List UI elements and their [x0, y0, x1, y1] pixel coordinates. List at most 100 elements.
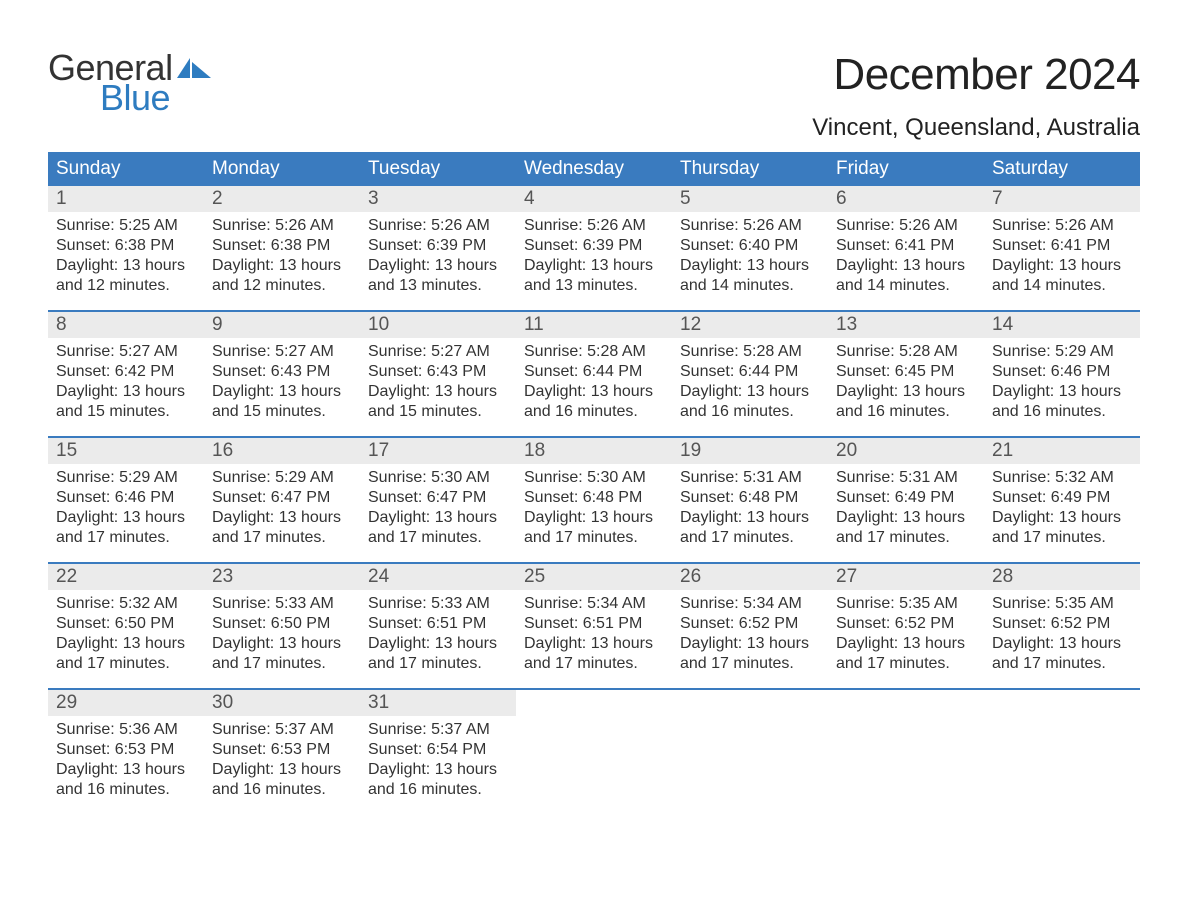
dow-tuesday: Tuesday [360, 152, 516, 186]
sunset-text: Sunset: 6:49 PM [992, 488, 1132, 508]
daylight-line1: Daylight: 13 hours [524, 256, 664, 276]
daylight-line2: and 15 minutes. [56, 402, 196, 422]
day-cell: 24Sunrise: 5:33 AMSunset: 6:51 PMDayligh… [360, 564, 516, 688]
sunrise-text: Sunrise: 5:29 AM [56, 468, 196, 488]
daylight-line1: Daylight: 13 hours [992, 256, 1132, 276]
sunset-text: Sunset: 6:51 PM [524, 614, 664, 634]
day-body: Sunrise: 5:34 AMSunset: 6:52 PMDaylight:… [672, 590, 828, 674]
daylight-line2: and 16 minutes. [680, 402, 820, 422]
day-number: 4 [524, 188, 535, 209]
daynum-row: 28 [984, 564, 1140, 590]
logo-text-blue: Blue [48, 80, 211, 116]
day-body: Sunrise: 5:29 AMSunset: 6:47 PMDaylight:… [204, 464, 360, 548]
day-number: 12 [680, 314, 701, 335]
daynum-row: 17 [360, 438, 516, 464]
day-body: Sunrise: 5:28 AMSunset: 6:44 PMDaylight:… [516, 338, 672, 422]
sunset-text: Sunset: 6:40 PM [680, 236, 820, 256]
daynum-row: 23 [204, 564, 360, 590]
day-number: 13 [836, 314, 857, 335]
daynum-row: 9 [204, 312, 360, 338]
dow-friday: Friday [828, 152, 984, 186]
day-body: Sunrise: 5:32 AMSunset: 6:50 PMDaylight:… [48, 590, 204, 674]
daynum-row: 31 [360, 690, 516, 716]
week-row: 8Sunrise: 5:27 AMSunset: 6:42 PMDaylight… [48, 310, 1140, 436]
daylight-line2: and 14 minutes. [836, 276, 976, 296]
title-block: December 2024 Vincent, Queensland, Austr… [812, 50, 1140, 142]
sunset-text: Sunset: 6:50 PM [56, 614, 196, 634]
day-cell: 9Sunrise: 5:27 AMSunset: 6:43 PMDaylight… [204, 312, 360, 436]
week-row: 22Sunrise: 5:32 AMSunset: 6:50 PMDayligh… [48, 562, 1140, 688]
daylight-line1: Daylight: 13 hours [680, 508, 820, 528]
daylight-line2: and 13 minutes. [368, 276, 508, 296]
sunset-text: Sunset: 6:43 PM [368, 362, 508, 382]
sunrise-text: Sunrise: 5:28 AM [836, 342, 976, 362]
sunset-text: Sunset: 6:53 PM [56, 740, 196, 760]
sunset-text: Sunset: 6:44 PM [524, 362, 664, 382]
week-row: 15Sunrise: 5:29 AMSunset: 6:46 PMDayligh… [48, 436, 1140, 562]
daylight-line1: Daylight: 13 hours [836, 382, 976, 402]
day-number: 24 [368, 566, 389, 587]
dow-wednesday: Wednesday [516, 152, 672, 186]
day-number: 5 [680, 188, 691, 209]
daylight-line2: and 16 minutes. [836, 402, 976, 422]
day-cell: 11 Sunrise: 5:28 AMSunset: 6:44 PMDayligh… [516, 312, 672, 436]
sunrise-text: Sunrise: 5:33 AM [212, 594, 352, 614]
day-cell: 7Sunrise: 5:26 AMSunset: 6:41 PMDaylight… [984, 186, 1140, 310]
day-number: 11 [524, 314, 544, 335]
sunset-text: Sunset: 6:52 PM [836, 614, 976, 634]
day-cell: 2Sunrise: 5:26 AMSunset: 6:38 PMDaylight… [204, 186, 360, 310]
daylight-line2: and 12 minutes. [56, 276, 196, 296]
daynum-row: 6 [828, 186, 984, 212]
sunrise-text: Sunrise: 5:26 AM [212, 216, 352, 236]
sunrise-text: Sunrise: 5:34 AM [524, 594, 664, 614]
day-cell: 31Sunrise: 5:37 AMSunset: 6:54 PMDayligh… [360, 690, 516, 814]
daylight-line2: and 15 minutes. [368, 402, 508, 422]
day-number: 17 [368, 440, 389, 461]
daynum-row: 22 [48, 564, 204, 590]
sunrise-text: Sunrise: 5:31 AM [836, 468, 976, 488]
daylight-line1: Daylight: 13 hours [56, 382, 196, 402]
daylight-line1: Daylight: 13 hours [836, 634, 976, 654]
day-empty [672, 690, 828, 814]
day-number: 29 [56, 692, 77, 713]
day-body: Sunrise: 5:29 AMSunset: 6:46 PMDaylight:… [984, 338, 1140, 422]
daylight-line1: Daylight: 13 hours [368, 634, 508, 654]
sunrise-text: Sunrise: 5:37 AM [212, 720, 352, 740]
daylight-line1: Daylight: 13 hours [524, 508, 664, 528]
daylight-line1: Daylight: 13 hours [56, 760, 196, 780]
sunrise-text: Sunrise: 5:29 AM [212, 468, 352, 488]
day-body: Sunrise: 5:26 AMSunset: 6:39 PMDaylight:… [516, 212, 672, 296]
daylight-line1: Daylight: 13 hours [992, 382, 1132, 402]
daynum-row: 19 [672, 438, 828, 464]
day-body: Sunrise: 5:31 AMSunset: 6:48 PMDaylight:… [672, 464, 828, 548]
day-cell: 26Sunrise: 5:34 AMSunset: 6:52 PMDayligh… [672, 564, 828, 688]
day-number: 8 [56, 314, 67, 335]
daylight-line2: and 17 minutes. [992, 528, 1132, 548]
day-body: Sunrise: 5:29 AMSunset: 6:46 PMDaylight:… [48, 464, 204, 548]
daylight-line1: Daylight: 13 hours [212, 508, 352, 528]
sunrise-text: Sunrise: 5:34 AM [680, 594, 820, 614]
week-row: 1Sunrise: 5:25 AMSunset: 6:38 PMDaylight… [48, 186, 1140, 310]
day-body: Sunrise: 5:26 AMSunset: 6:40 PMDaylight:… [672, 212, 828, 296]
sunset-text: Sunset: 6:47 PM [212, 488, 352, 508]
daylight-line2: and 17 minutes. [368, 654, 508, 674]
daynum-row: 5 [672, 186, 828, 212]
day-number: 15 [56, 440, 77, 461]
sunrise-text: Sunrise: 5:26 AM [992, 216, 1132, 236]
day-number: 16 [212, 440, 233, 461]
location-text: Vincent, Queensland, Australia [812, 114, 1140, 142]
day-cell: 12Sunrise: 5:28 AMSunset: 6:44 PMDayligh… [672, 312, 828, 436]
daylight-line2: and 17 minutes. [992, 654, 1132, 674]
day-number: 27 [836, 566, 857, 587]
day-body: Sunrise: 5:27 AMSunset: 6:43 PMDaylight:… [360, 338, 516, 422]
sunset-text: Sunset: 6:43 PM [212, 362, 352, 382]
day-body: Sunrise: 5:26 AMSunset: 6:41 PMDaylight:… [984, 212, 1140, 296]
day-cell: 19Sunrise: 5:31 AMSunset: 6:48 PMDayligh… [672, 438, 828, 562]
sunset-text: Sunset: 6:46 PM [56, 488, 196, 508]
daylight-line1: Daylight: 13 hours [56, 256, 196, 276]
sunset-text: Sunset: 6:42 PM [56, 362, 196, 382]
daylight-line2: and 15 minutes. [212, 402, 352, 422]
day-number: 10 [368, 314, 389, 335]
day-body: Sunrise: 5:37 AMSunset: 6:54 PMDaylight:… [360, 716, 516, 800]
day-cell: 4 Sunrise: 5:26 AMSunset: 6:39 PMDaylight… [516, 186, 672, 310]
